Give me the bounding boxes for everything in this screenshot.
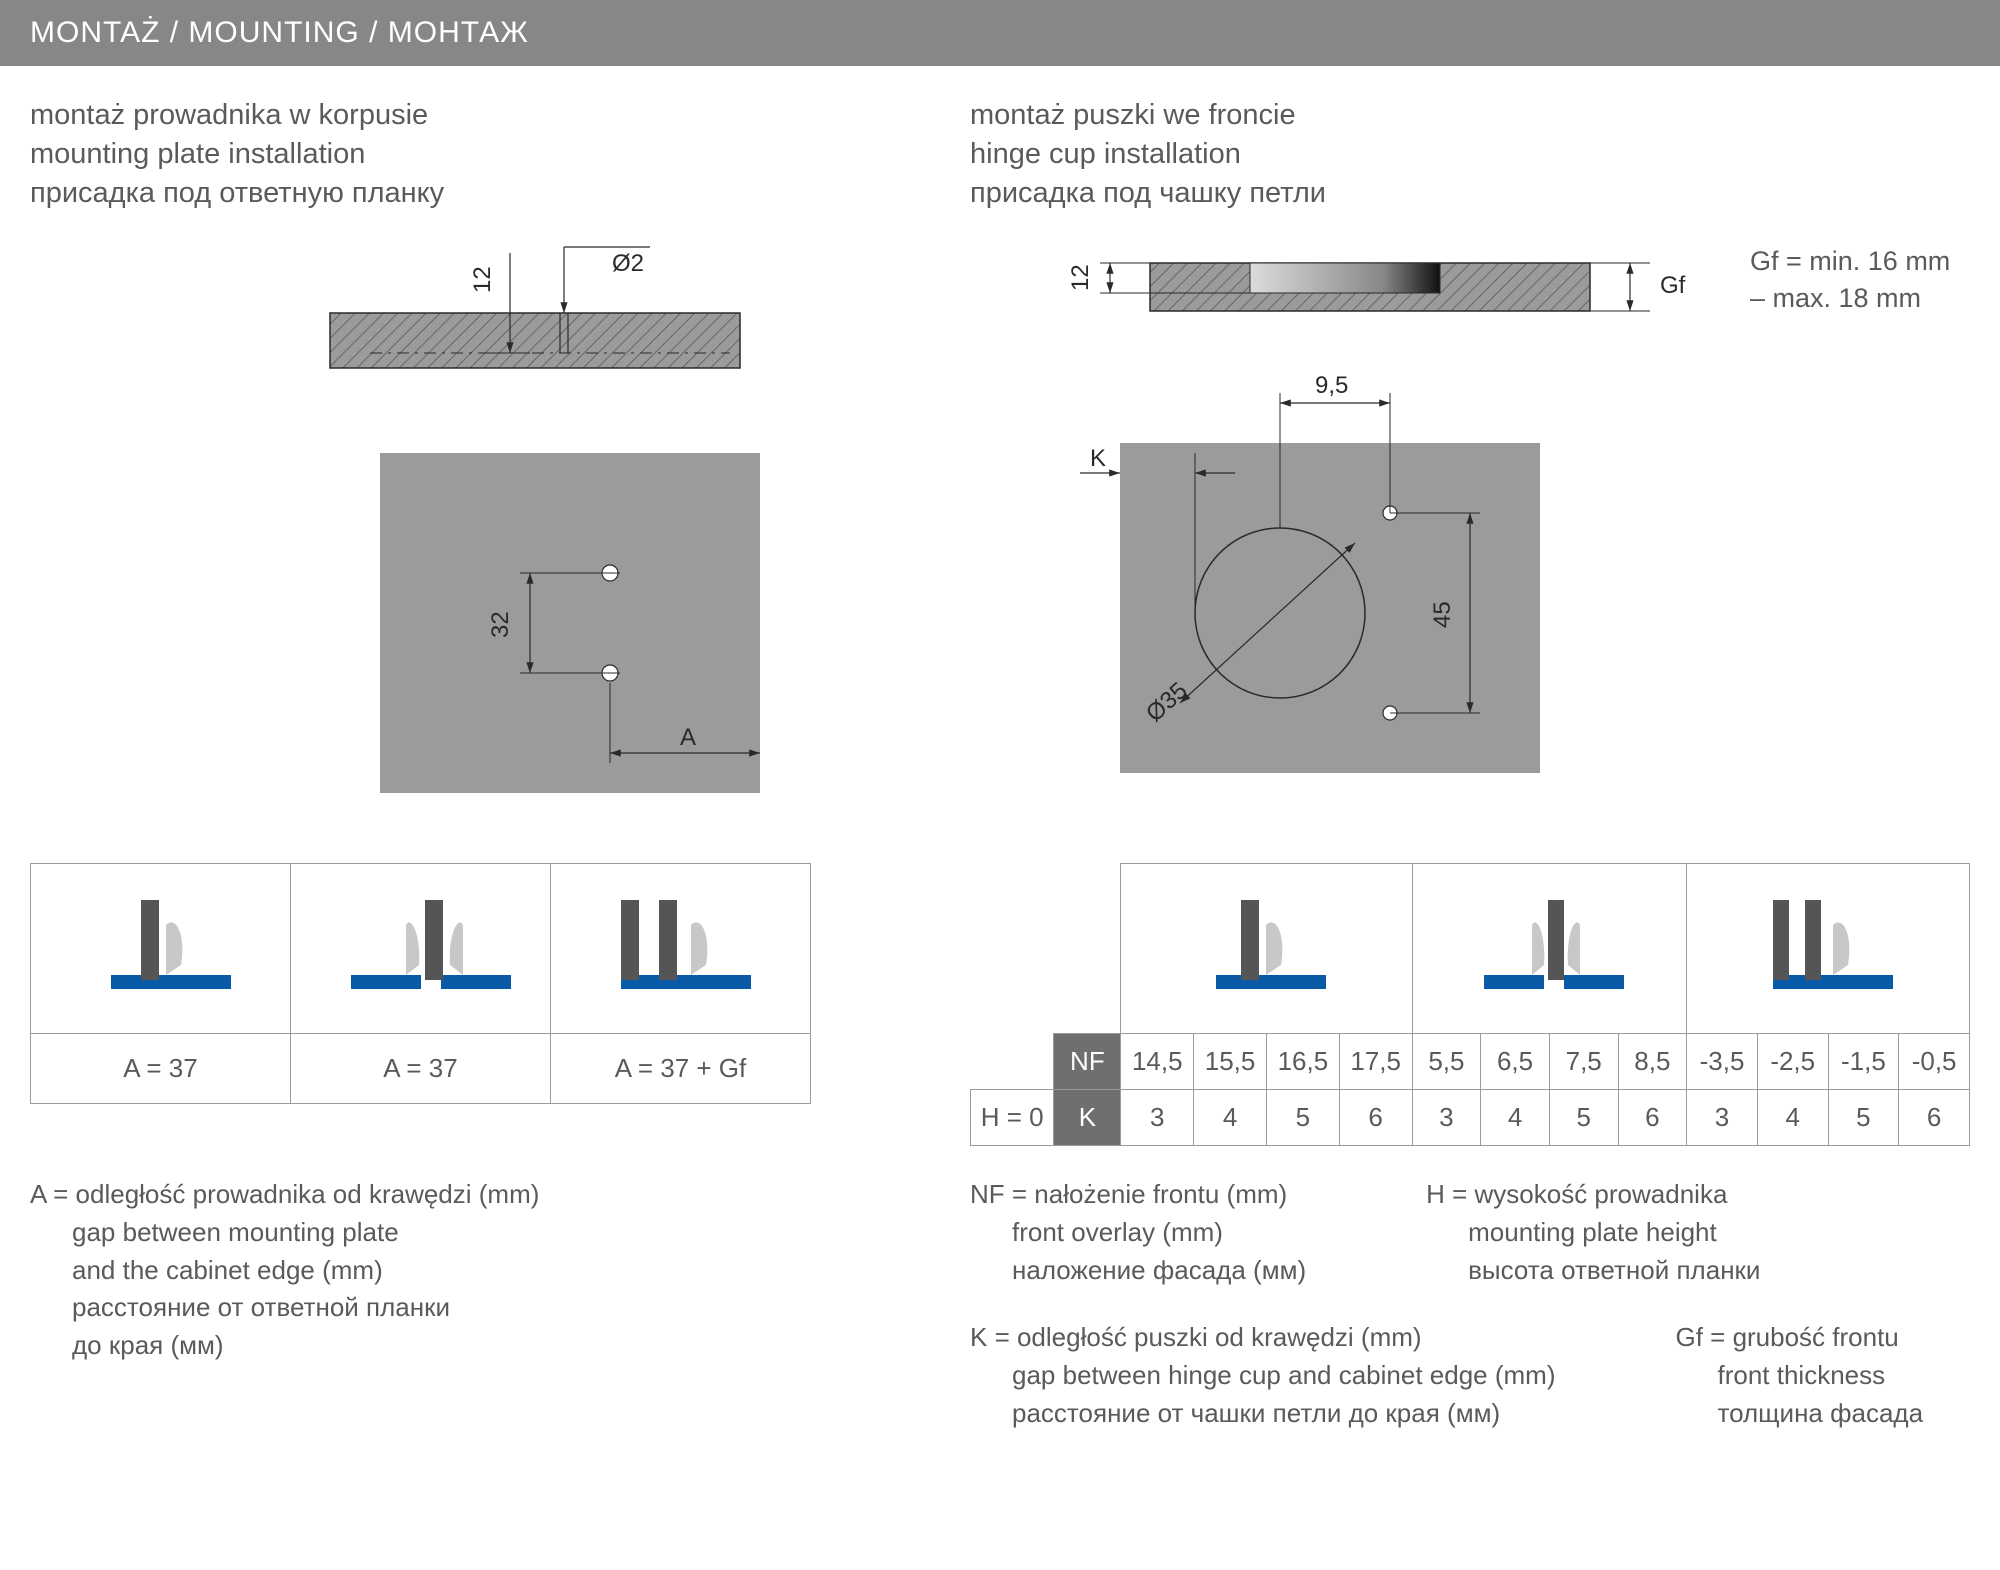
leg-H-l2: mounting plate height	[1426, 1214, 1760, 1252]
gf-note-l2: – max. 18 mm	[1750, 283, 1921, 313]
dim-A: A	[680, 724, 696, 751]
right-column: montaż puszki we froncie hinge cup insta…	[970, 96, 1970, 1146]
leg-K-l3: расстояние от чашки петли до края (мм)	[970, 1395, 1555, 1433]
a-val-3: A = 37 + Gf	[551, 1034, 811, 1104]
a-val-1: A = 37	[31, 1034, 291, 1104]
nf-0: 14,5	[1121, 1034, 1194, 1090]
dim-12-left: 12	[469, 267, 496, 294]
nf-5: 6,5	[1481, 1034, 1550, 1090]
leg-A-l4: расстояние от ответной планки	[30, 1289, 910, 1327]
dim-95: 9,5	[1315, 372, 1348, 399]
dim-K: K	[1090, 445, 1106, 472]
hinge-inset-icon	[1687, 864, 1970, 1034]
hinge-type-overlay	[31, 864, 291, 1034]
h0-label: H = 0	[971, 1090, 1054, 1146]
leg-Gf-l3: толщина фасада	[1675, 1395, 1923, 1433]
k-11: 6	[1899, 1090, 1970, 1146]
nf-4: 5,5	[1412, 1034, 1481, 1090]
nf-10: -1,5	[1828, 1034, 1899, 1090]
left-diagrams: 12 Ø2 32	[30, 233, 910, 853]
leg-NF-l3: наложение фасада (мм)	[970, 1252, 1306, 1290]
a-val-2: A = 37	[291, 1034, 551, 1104]
gf-note: Gf = min. 16 mm – max. 18 mm	[1750, 243, 1950, 316]
k-2: 5	[1266, 1090, 1339, 1146]
left-subtitle: montaż prowadnika w korpusie mounting pl…	[30, 96, 910, 213]
legend-H: H = wysokość prowadnika mounting plate h…	[1426, 1176, 1760, 1289]
dim-pilot: Ø2	[612, 250, 644, 277]
gf-note-l1: Gf = min. 16 mm	[1750, 246, 1950, 276]
k-10: 5	[1828, 1090, 1899, 1146]
k-5: 4	[1481, 1090, 1550, 1146]
nf-6: 7,5	[1549, 1034, 1618, 1090]
right-subtitle-en: hinge cup installation	[970, 138, 1241, 170]
leg-NF-l2: front overlay (mm)	[970, 1214, 1306, 1252]
header-bar: MONTAŻ / MOUNTING / МОНТАЖ	[0, 0, 2000, 66]
leg-H-head: H = wysokość prowadnika	[1426, 1179, 1727, 1209]
nf-2: 16,5	[1266, 1034, 1339, 1090]
nf-11: -0,5	[1899, 1034, 1970, 1090]
leg-K-head: K = odległość puszki od krawędzi (mm)	[970, 1322, 1422, 1352]
leg-NF-head: NF = nałożenie frontu (mm)	[970, 1179, 1287, 1209]
hinge-overlay-icon	[1121, 864, 1412, 1034]
left-column: montaż prowadnika w korpusie mounting pl…	[30, 96, 910, 1146]
right-subtitle: montaż puszki we froncie hinge cup insta…	[970, 96, 1970, 213]
nf-1: 15,5	[1194, 1034, 1267, 1090]
left-subtitle-en: mounting plate installation	[30, 138, 365, 170]
leg-Gf-head: Gf = grubość frontu	[1675, 1322, 1898, 1352]
legend-A: A = odległość prowadnika od krawędzi (mm…	[30, 1176, 910, 1432]
nf-7: 8,5	[1618, 1034, 1687, 1090]
k-9: 4	[1757, 1090, 1828, 1146]
left-svg: 12 Ø2 32	[30, 233, 910, 853]
right-svg: 12 Gf 9,5	[970, 233, 1970, 853]
nf-3: 17,5	[1339, 1034, 1412, 1090]
legend: A = odległość prowadnika od krawędzi (mm…	[0, 1146, 2000, 1462]
k-header: K	[1054, 1090, 1121, 1146]
hinge-type-twin	[291, 864, 551, 1034]
right-diagrams: Gf = min. 16 mm – max. 18 mm 12	[970, 233, 1970, 853]
k-3: 6	[1339, 1090, 1412, 1146]
legend-right-block: NF = nałożenie frontu (mm) front overlay…	[970, 1176, 1970, 1432]
left-subtitle-ru: присадка под ответную планку	[30, 177, 444, 209]
dim-gf: Gf	[1660, 272, 1686, 299]
legend-K: K = odległość puszki od krawędzi (mm) ga…	[970, 1319, 1555, 1432]
k-6: 5	[1549, 1090, 1618, 1146]
left-table: A = 37 A = 37 A = 37 + Gf	[30, 863, 811, 1104]
hinge-twin-icon	[1412, 864, 1687, 1034]
dim-45: 45	[1429, 602, 1456, 629]
nf-header: NF	[1054, 1034, 1121, 1090]
leg-K-l2: gap between hinge cup and cabinet edge (…	[970, 1357, 1555, 1395]
leg-A-head: A = odległość prowadnika od krawędzi (mm…	[30, 1179, 539, 1209]
leg-A-l2: gap between mounting plate	[30, 1214, 910, 1252]
k-7: 6	[1618, 1090, 1687, 1146]
leg-A-l3: and the cabinet edge (mm)	[30, 1252, 910, 1290]
nf-9: -2,5	[1757, 1034, 1828, 1090]
right-subtitle-pl: montaż puszki we froncie	[970, 99, 1296, 131]
k-8: 3	[1687, 1090, 1758, 1146]
k-1: 4	[1194, 1090, 1267, 1146]
leg-A-l5: до края (мм)	[30, 1327, 910, 1365]
dim-32: 32	[487, 612, 514, 639]
right-table: NF 14,5 15,5 16,5 17,5 5,5 6,5 7,5 8,5 -…	[970, 863, 1970, 1146]
k-0: 3	[1121, 1090, 1194, 1146]
nf-8: -3,5	[1687, 1034, 1758, 1090]
left-subtitle-pl: montaż prowadnika w korpusie	[30, 99, 428, 131]
leg-Gf-l2: front thickness	[1675, 1357, 1923, 1395]
hinge-type-inset	[551, 864, 811, 1034]
main-content: montaż prowadnika w korpusie mounting pl…	[0, 66, 2000, 1146]
legend-Gf: Gf = grubość frontu front thickness толщ…	[1675, 1319, 1923, 1432]
right-subtitle-ru: присадка под чашку петли	[970, 177, 1326, 209]
k-4: 3	[1412, 1090, 1481, 1146]
leg-H-l3: высота ответной планки	[1426, 1252, 1760, 1290]
dim-12-right: 12	[1067, 265, 1094, 292]
legend-NF: NF = nałożenie frontu (mm) front overlay…	[970, 1176, 1306, 1289]
